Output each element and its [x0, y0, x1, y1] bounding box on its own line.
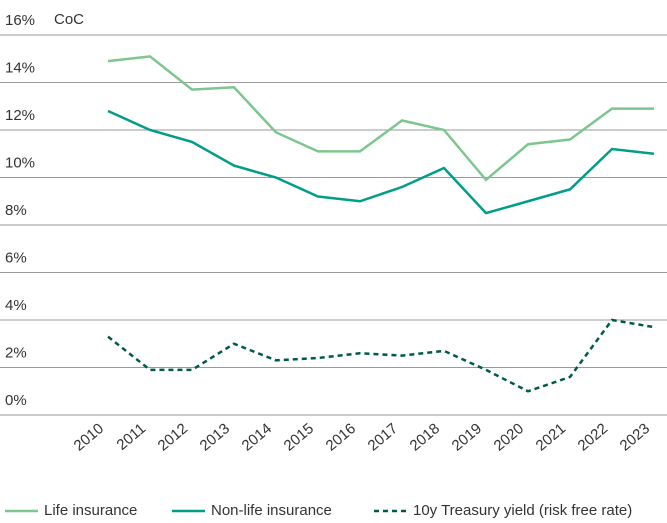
y-tick-label: 10%	[5, 154, 35, 171]
data-line	[107, 109, 655, 215]
y-tick-label: 6%	[5, 249, 27, 266]
x-tick-label: 2022	[575, 420, 611, 454]
y-tick-label: 0%	[5, 392, 27, 409]
x-tick-label: 2016	[323, 420, 359, 454]
y-tick-label: 4%	[5, 297, 27, 314]
x-tick-label: 2020	[491, 420, 527, 454]
x-tick-label: 2017	[365, 420, 401, 454]
y-tick-label: 8%	[5, 202, 27, 219]
x-tick-label: 2023	[617, 420, 653, 454]
data-line	[107, 55, 654, 182]
x-tick-label: 2013	[197, 420, 233, 454]
x-tick-label: 2012	[155, 420, 191, 454]
data-line	[107, 318, 655, 393]
x-tick-label: 2019	[449, 420, 485, 454]
y-tick-label: 14%	[5, 59, 35, 76]
x-tick-label: 2021	[533, 420, 569, 454]
x-tick-label: 2010	[71, 420, 107, 454]
y-tick-label: 16%	[5, 12, 35, 29]
legend-label: Non-life insurance	[211, 502, 332, 519]
y-tick-label: 12%	[5, 107, 35, 124]
x-tick-label: 2014	[239, 420, 275, 454]
annotation: CoC	[54, 11, 84, 28]
y-tick-label: 2%	[5, 344, 27, 361]
legend-label: 10y Treasury yield (risk free rate)	[413, 502, 632, 519]
x-tick-label: 2011	[113, 420, 149, 454]
x-tick-label: 2015	[281, 420, 317, 454]
x-tick-label: 2018	[407, 420, 443, 454]
legend-label: Life insurance	[44, 502, 137, 519]
